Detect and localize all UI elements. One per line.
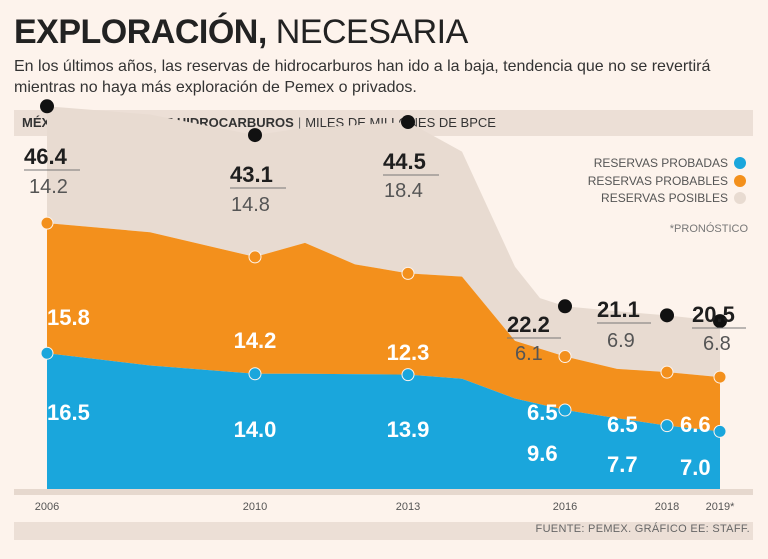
point-total-2 xyxy=(401,114,415,129)
point-probables-5 xyxy=(713,370,727,384)
x-tick-label-0: 2006 xyxy=(35,501,59,513)
legend-label-probables: RESERVAS PROBABLES xyxy=(588,174,728,188)
point-probables-3 xyxy=(558,349,572,363)
label-probables-1: 14.2 xyxy=(234,328,277,353)
label-probables-5: 6.6 xyxy=(680,412,711,437)
forecast-note: *PRONÓSTICO xyxy=(670,222,749,235)
label-probadas-4: 7.7 xyxy=(607,452,638,477)
page-subtitle: En los últimos años, las reservas de hid… xyxy=(14,58,711,96)
label-posibles-5: 6.8 xyxy=(703,333,731,355)
point-probables-2 xyxy=(401,266,415,280)
point-total-5 xyxy=(713,314,727,329)
title-light: NECESARIA xyxy=(275,13,469,51)
area-reservas-probables xyxy=(47,223,720,432)
point-probadas-1 xyxy=(248,367,262,381)
x-tick-label-5: 2019* xyxy=(706,501,735,513)
point-total-3 xyxy=(558,299,572,314)
label-total-4: 21.1 xyxy=(597,297,640,322)
label-probadas-5: 7.0 xyxy=(680,455,711,480)
legend-label-posibles: RESERVAS POSIBLES xyxy=(601,191,728,205)
label-total-3: 22.2 xyxy=(507,312,550,337)
label-posibles-3: 6.1 xyxy=(515,343,543,365)
legend-swatch-probadas xyxy=(734,157,746,169)
label-probables-4: 6.5 xyxy=(607,412,638,437)
label-probadas-1: 14.0 xyxy=(234,417,277,442)
point-probadas-5 xyxy=(713,424,727,438)
label-posibles-1: 14.8 xyxy=(231,194,270,216)
legend-swatch-posibles xyxy=(734,192,746,204)
label-probables-2: 12.3 xyxy=(387,340,430,365)
title-separator: | xyxy=(297,115,302,130)
legend-label-probadas: RESERVAS PROBADAS xyxy=(594,156,728,170)
label-posibles-4: 6.9 xyxy=(607,330,635,352)
x-tick-label-3: 2016 xyxy=(553,501,577,513)
point-probables-1 xyxy=(248,250,262,264)
label-probables-0: 15.8 xyxy=(47,305,90,330)
point-probadas-4 xyxy=(660,419,674,433)
label-probadas-0: 16.5 xyxy=(47,400,90,425)
point-total-4 xyxy=(660,308,674,323)
source-note: FUENTE: PEMEX. GRÁFICO EE: STAFF. xyxy=(535,523,750,535)
point-total-0 xyxy=(40,99,54,114)
point-probadas-0 xyxy=(40,346,54,360)
area-reservas-posibles xyxy=(47,106,720,378)
label-posibles-0: 14.2 xyxy=(29,176,68,198)
label-total-0: 46.4 xyxy=(24,144,68,169)
x-tick-label-1: 2010 xyxy=(243,501,267,513)
x-tick-label-4: 2018 xyxy=(655,501,679,513)
label-total-5: 20.5 xyxy=(692,302,735,327)
page-title: EXPLORACIÓN, NECESARIA xyxy=(14,10,468,54)
x-axis-baseline xyxy=(14,489,753,495)
label-total-1: 43.1 xyxy=(230,162,273,187)
label-posibles-2: 18.4 xyxy=(384,180,423,202)
point-probables-0 xyxy=(40,216,54,230)
legend-swatch-probables xyxy=(734,175,746,187)
point-total-1 xyxy=(248,128,262,143)
footer-bar xyxy=(14,522,753,540)
point-probables-4 xyxy=(660,365,674,379)
area-reservas-probadas xyxy=(47,353,720,489)
label-total-2: 44.5 xyxy=(383,149,426,174)
x-tick-label-2: 2013 xyxy=(396,501,420,513)
label-probadas-3: 9.6 xyxy=(527,441,558,466)
label-probadas-2: 13.9 xyxy=(387,417,430,442)
point-probadas-3 xyxy=(558,403,572,417)
label-probables-3: 6.5 xyxy=(527,400,558,425)
title-bold: EXPLORACIÓN, xyxy=(14,13,267,51)
point-probadas-2 xyxy=(401,368,415,382)
